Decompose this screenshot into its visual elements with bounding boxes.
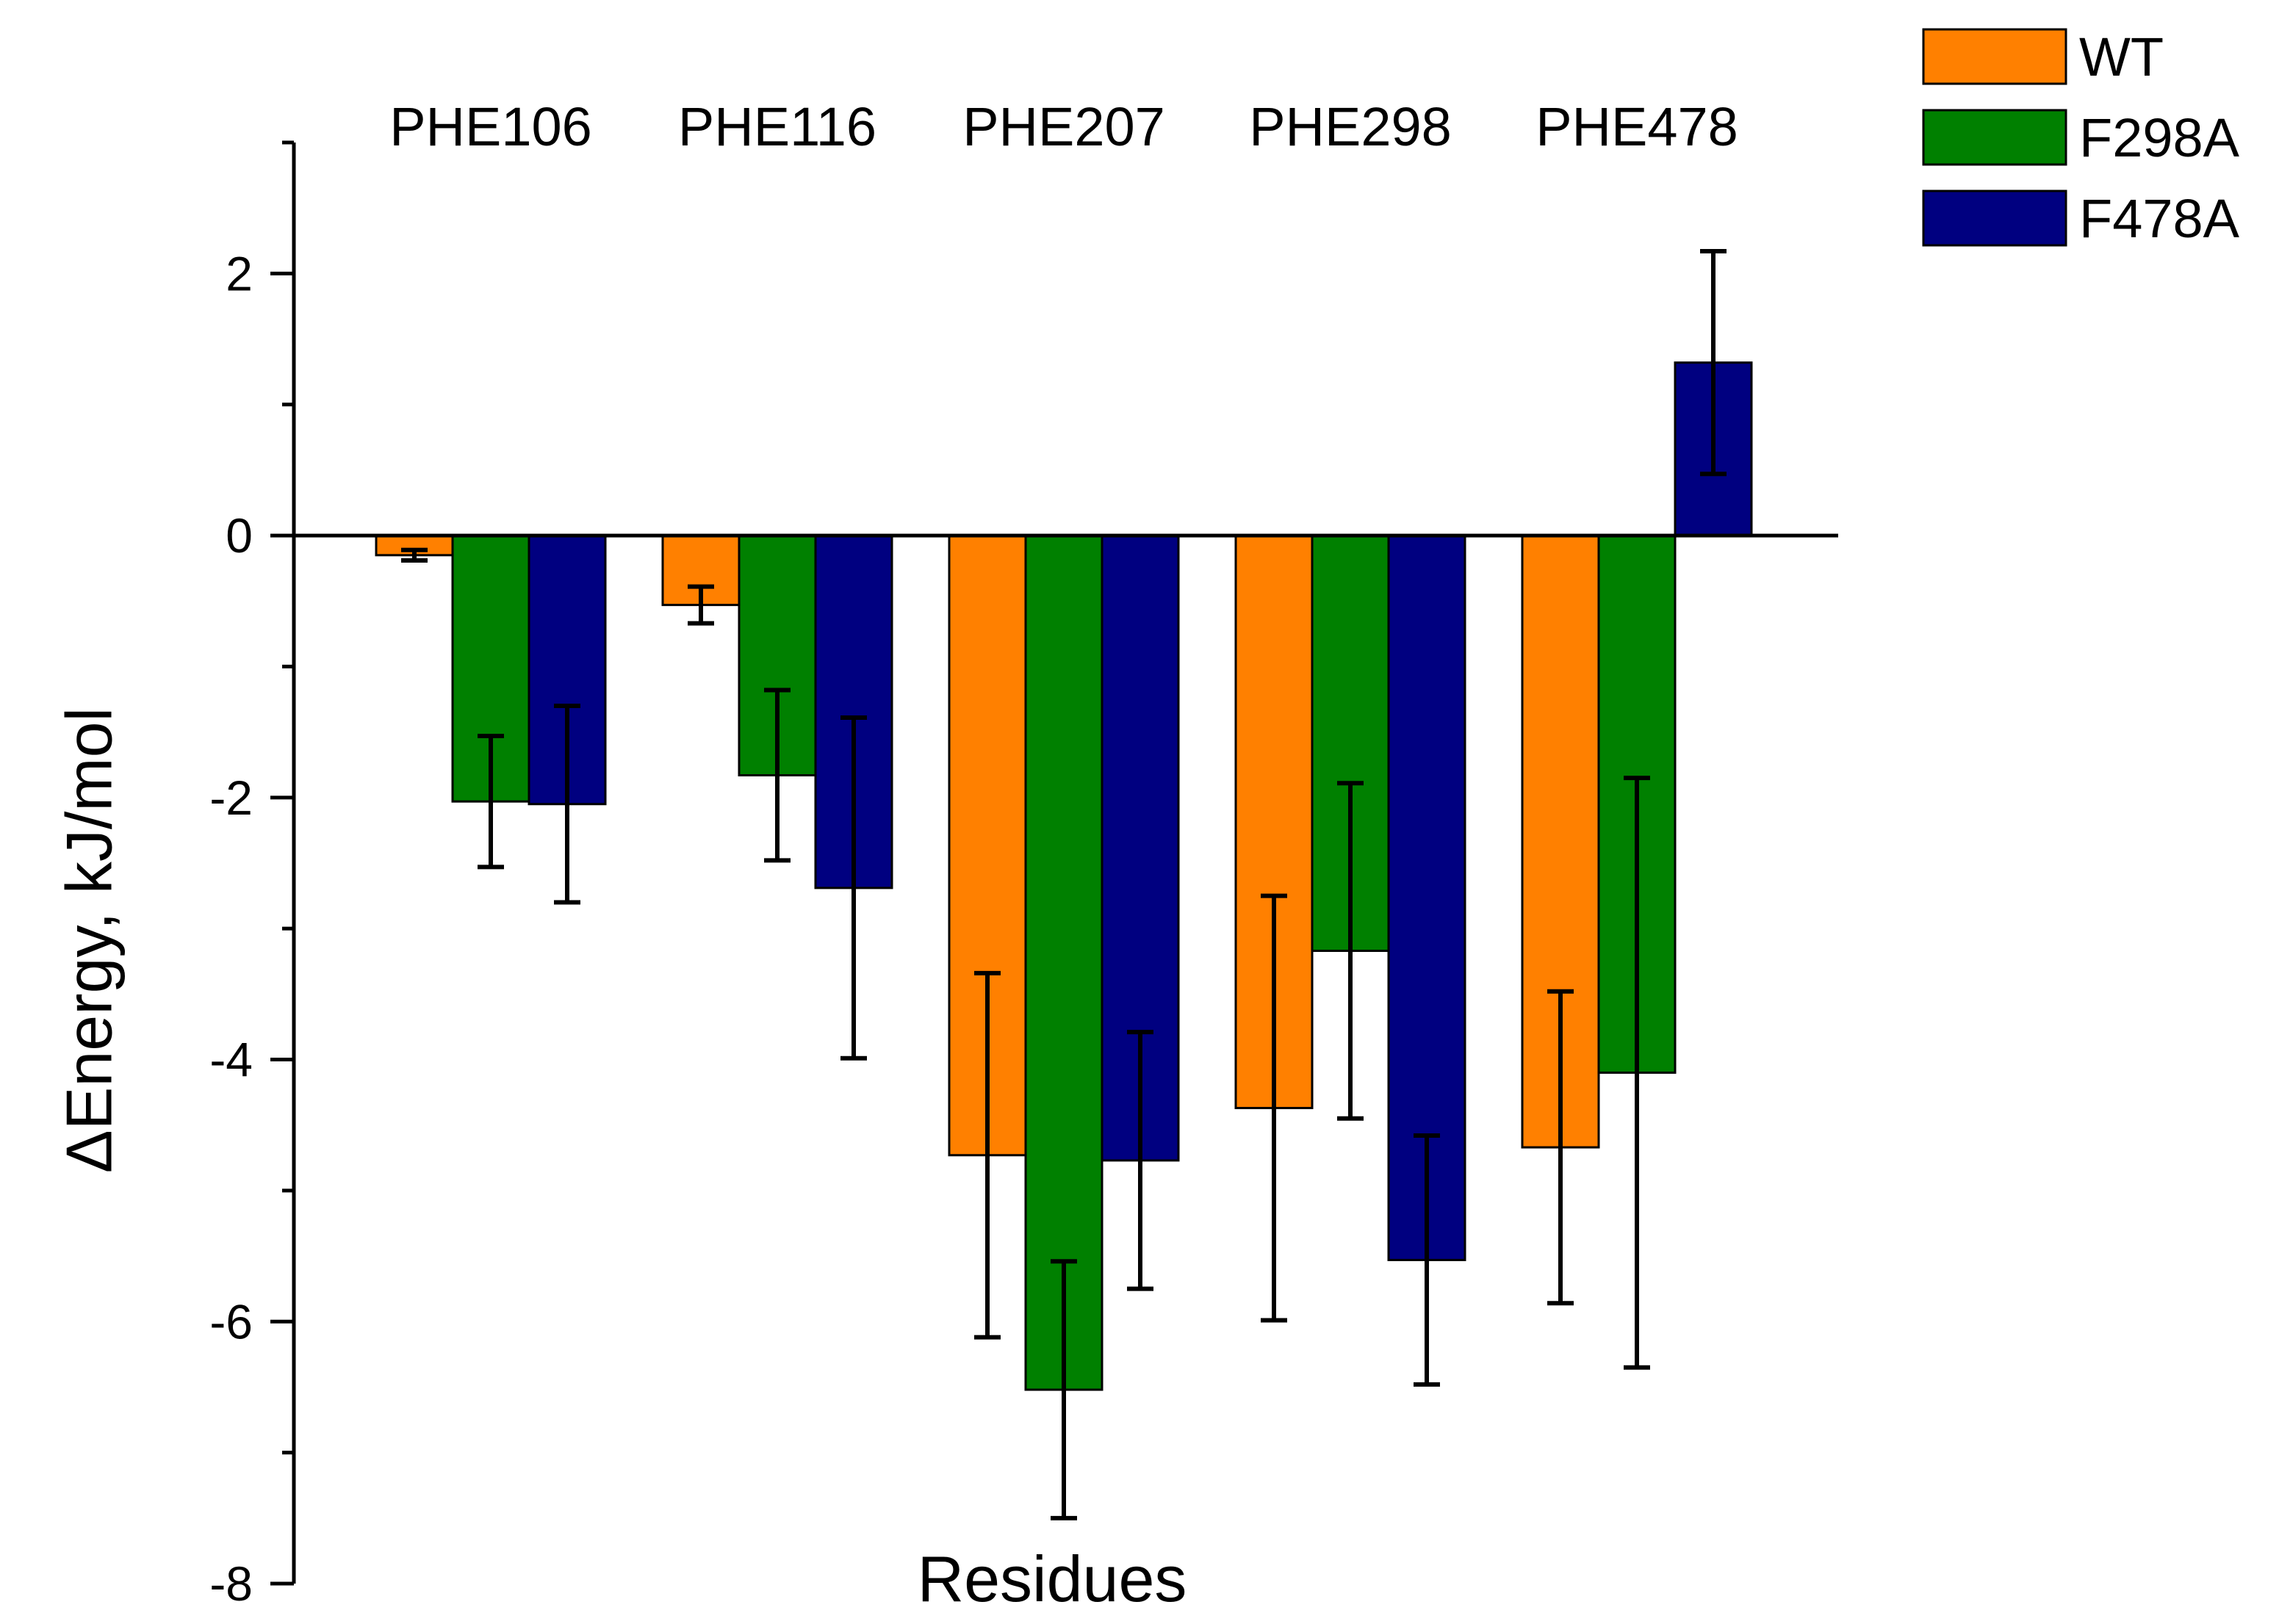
- error-bar-wt-phe116: [688, 584, 714, 626]
- legend-label-f298a: F298A: [2079, 107, 2240, 168]
- legend-label-f478a: F478A: [2079, 188, 2240, 249]
- bar-f298a-phe207: [1024, 534, 1104, 1391]
- error-bar-f298a-phe116: [764, 688, 791, 863]
- legend-swatch-f478a: [1922, 190, 2067, 247]
- y-tick-label: 2: [226, 246, 253, 300]
- error-bar-f478a-phe298: [1414, 1133, 1440, 1387]
- error-bar-f478a-phe106: [554, 703, 580, 905]
- category-label-phe207: PHE207: [962, 96, 1165, 157]
- error-bar-f478a-phe478: [1700, 249, 1727, 477]
- error-bar-f298a-phe478: [1624, 776, 1650, 1370]
- error-bar-f478a-phe116: [840, 715, 867, 1061]
- y-tick-label: -2: [209, 771, 253, 825]
- category-label-phe106: PHE106: [389, 96, 592, 157]
- error-bar-f298a-phe106: [478, 733, 504, 870]
- y-axis: -8 -6 -4 -2 0 2: [209, 140, 296, 1611]
- error-bars-layer: [401, 249, 1727, 1520]
- error-bar-f298a-phe298: [1337, 781, 1364, 1121]
- category-label-phe298: PHE298: [1249, 96, 1452, 157]
- x-axis-title: Residues: [918, 1542, 1187, 1615]
- legend-swatch-wt: [1922, 28, 2067, 85]
- y-tick-label: 0: [226, 508, 253, 563]
- y-tick-label: -4: [209, 1033, 253, 1087]
- error-bar-f478a-phe207: [1127, 1030, 1153, 1291]
- y-axis-title: ΔEnergy, kJ/mol: [52, 707, 125, 1173]
- error-bar-f298a-phe207: [1051, 1259, 1077, 1520]
- error-bar-wt-phe106: [401, 547, 428, 563]
- y-tick-label: -8: [209, 1556, 253, 1611]
- error-bar-wt-phe478: [1547, 989, 1574, 1306]
- category-label-phe478: PHE478: [1535, 96, 1738, 157]
- error-bar-wt-phe298: [1261, 893, 1287, 1323]
- legend-swatch-f298a: [1922, 109, 2067, 166]
- legend: WT F298A F478A: [1922, 26, 2240, 249]
- category-labels: PHE106 PHE116 PHE207 PHE298 PHE478: [389, 96, 1738, 157]
- bars-layer: [375, 361, 1753, 1391]
- legend-label-wt: WT: [2079, 26, 2164, 87]
- y-tick-label: -6: [209, 1294, 253, 1349]
- category-label-phe116: PHE116: [678, 96, 876, 157]
- error-bar-wt-phe207: [974, 970, 1001, 1340]
